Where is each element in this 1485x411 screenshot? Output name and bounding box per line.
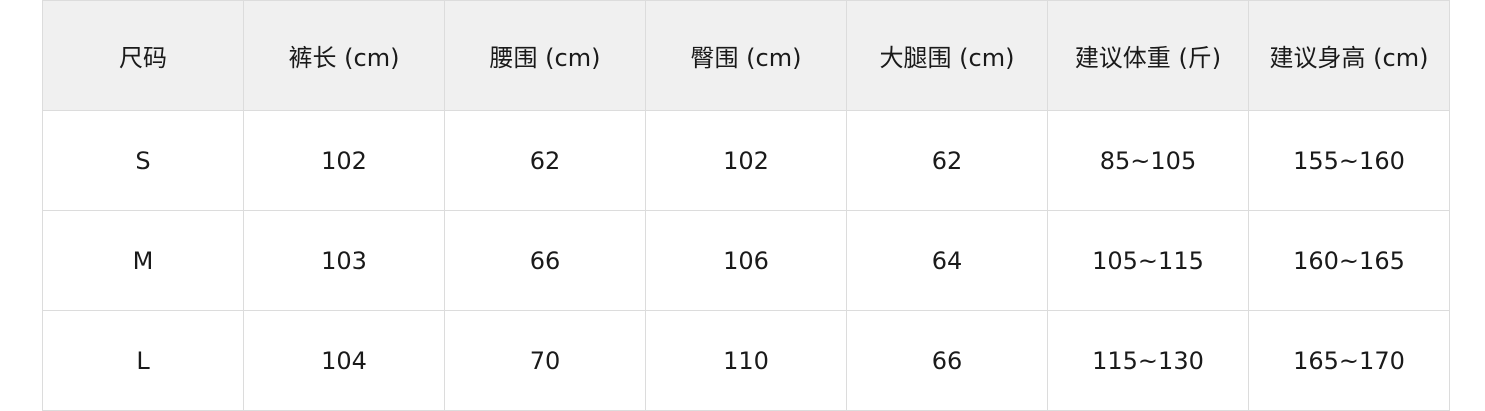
size-chart-table: 尺码 裤长 (cm) 腰围 (cm) 臀围 (cm) 大腿围 (cm) 建议体重 (斤) 建…	[42, 0, 1450, 411]
column-header: 臀围 (cm)	[645, 0, 847, 111]
table-cell: 66	[846, 310, 1048, 411]
table-cell: 66	[444, 210, 646, 311]
table-cell: 160~165	[1248, 210, 1450, 311]
table-cell: 106	[645, 210, 847, 311]
table-cell: 85~105	[1047, 110, 1249, 211]
table-cell: 62	[444, 110, 646, 211]
table-cell: L	[42, 310, 244, 411]
table-cell: S	[42, 110, 244, 211]
table-cell: 102	[645, 110, 847, 211]
table-row: M 103 66 106 64 105~115 160~165	[42, 210, 1450, 311]
table-cell: 165~170	[1248, 310, 1450, 411]
table-cell: 64	[846, 210, 1048, 311]
column-header: 尺码	[42, 0, 244, 111]
column-header: 裤长 (cm)	[243, 0, 445, 111]
table-cell: 62	[846, 110, 1048, 211]
table-cell: 102	[243, 110, 445, 211]
table-cell: 103	[243, 210, 445, 311]
table-cell: 70	[444, 310, 646, 411]
header-row: 尺码 裤长 (cm) 腰围 (cm) 臀围 (cm) 大腿围 (cm) 建议体重 (斤) 建…	[42, 0, 1450, 111]
column-header: 大腿围 (cm)	[846, 0, 1048, 111]
column-header: 腰围 (cm)	[444, 0, 646, 111]
table-cell: 105~115	[1047, 210, 1249, 311]
column-header: 建议体重 (斤)	[1047, 0, 1249, 111]
column-header: 建议身高 (cm)	[1248, 0, 1450, 111]
table-cell: 104	[243, 310, 445, 411]
table-cell: M	[42, 210, 244, 311]
table-cell: 110	[645, 310, 847, 411]
table-row: S 102 62 102 62 85~105 155~160	[42, 110, 1450, 211]
table-row: L 104 70 110 66 115~130 165~170	[42, 310, 1450, 411]
table-cell: 115~130	[1047, 310, 1249, 411]
table-cell: 155~160	[1248, 110, 1450, 211]
